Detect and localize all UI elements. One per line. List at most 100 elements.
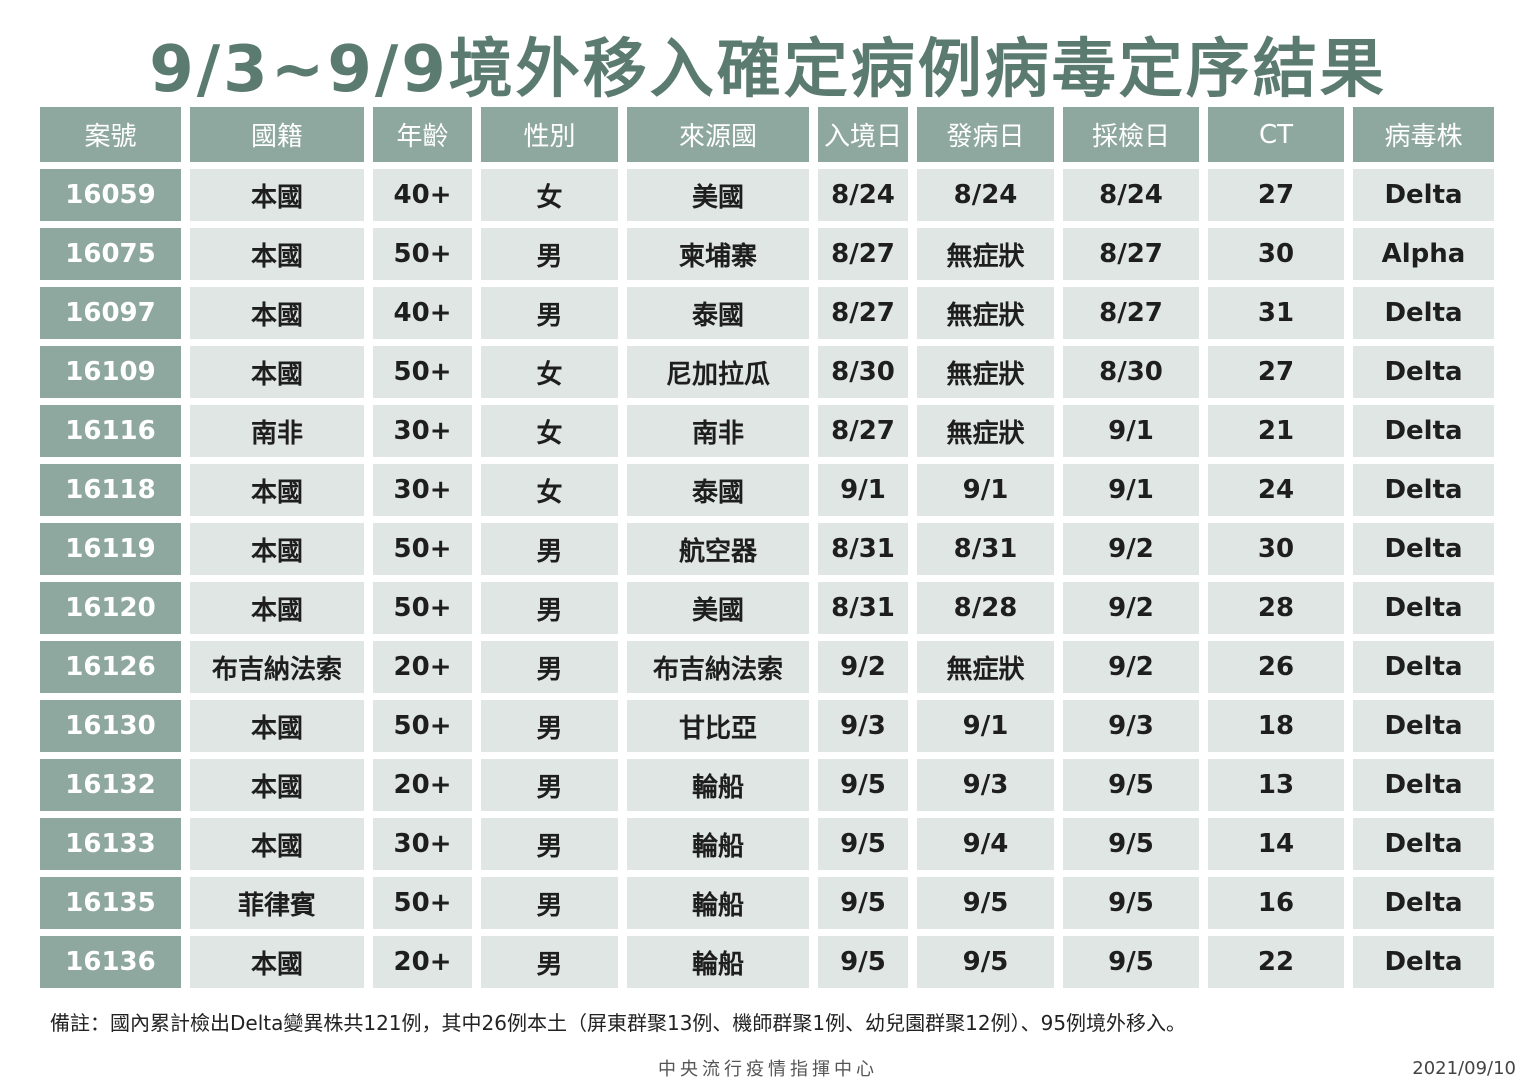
- cell: 27: [1208, 169, 1344, 221]
- cell: 9/1: [917, 464, 1054, 516]
- cell: 9/1: [917, 700, 1054, 752]
- cell: 輪船: [627, 759, 809, 811]
- cell: 9/5: [917, 936, 1054, 988]
- cell: 40+: [373, 287, 472, 339]
- cell: Delta: [1353, 582, 1494, 634]
- cell: 美國: [627, 582, 809, 634]
- case-id: 16116: [40, 405, 181, 457]
- table: 案號 國籍 年齡 性別 來源國 入境日 發病日 採檢日 CT 病毒株 16059 本國 40+ 女美國 8/…: [40, 107, 1494, 988]
- cell: 30: [1208, 228, 1344, 280]
- cell: 布吉納法索: [190, 641, 364, 693]
- cell: 女: [481, 169, 618, 221]
- cell: 9/5: [818, 818, 908, 870]
- cell: 9/2: [1063, 641, 1199, 693]
- cell: 9/5: [917, 877, 1054, 929]
- cell: 男: [481, 582, 618, 634]
- column-header: 入境日: [818, 107, 908, 162]
- cell: 南非: [627, 405, 809, 457]
- column-header: CT: [1208, 107, 1344, 162]
- case-id: 16132: [40, 759, 181, 811]
- cell: 26: [1208, 641, 1344, 693]
- cell: 本國: [190, 169, 364, 221]
- cell: 本國: [190, 287, 364, 339]
- cell: 8/24: [917, 169, 1054, 221]
- cell: 無症狀: [917, 228, 1054, 280]
- cell: Delta: [1353, 169, 1494, 221]
- cell: 9/4: [917, 818, 1054, 870]
- cell: 男: [481, 877, 618, 929]
- cell: 本國: [190, 700, 364, 752]
- column-header: 國籍: [190, 107, 364, 162]
- case-id: 16119: [40, 523, 181, 575]
- cell: 無症狀: [917, 346, 1054, 398]
- cell: 22: [1208, 936, 1344, 988]
- cell: 9/3: [818, 700, 908, 752]
- cell: 20+: [373, 759, 472, 811]
- cell: 柬埔寨: [627, 228, 809, 280]
- cell: 男: [481, 641, 618, 693]
- cell: 8/24: [818, 169, 908, 221]
- column-header: 案號: [40, 107, 181, 162]
- cell: 男: [481, 936, 618, 988]
- cell: 30+: [373, 818, 472, 870]
- case-id: 16118: [40, 464, 181, 516]
- cell: 本國: [190, 582, 364, 634]
- cell: 30: [1208, 523, 1344, 575]
- cell: 8/31: [917, 523, 1054, 575]
- cell: 南非: [190, 405, 364, 457]
- cell: 20+: [373, 936, 472, 988]
- cell: 男: [481, 287, 618, 339]
- cell: Delta: [1353, 346, 1494, 398]
- cell: 泰國: [627, 287, 809, 339]
- cell: 輪船: [627, 818, 809, 870]
- cell: 無症狀: [917, 405, 1054, 457]
- cell: 本國: [190, 818, 364, 870]
- column-header: 發病日: [917, 107, 1054, 162]
- cell: 9/5: [818, 759, 908, 811]
- case-id: 16109: [40, 346, 181, 398]
- organization: 中央流行疫情指揮中心: [658, 1059, 878, 1080]
- cell: 30+: [373, 405, 472, 457]
- cell: Delta: [1353, 936, 1494, 988]
- cell: 無症狀: [917, 287, 1054, 339]
- cell: 9/1: [1063, 464, 1199, 516]
- cell: 40+: [373, 169, 472, 221]
- cell: 女: [481, 405, 618, 457]
- cell: 男: [481, 700, 618, 752]
- cell: 24: [1208, 464, 1344, 516]
- cell: 8/27: [818, 287, 908, 339]
- cell: Delta: [1353, 641, 1494, 693]
- cell: 9/5: [1063, 818, 1199, 870]
- cell: Alpha: [1353, 228, 1494, 280]
- cell: 尼加拉瓜: [627, 346, 809, 398]
- cell: 8/28: [917, 582, 1054, 634]
- cell: 9/5: [818, 936, 908, 988]
- cell: 50+: [373, 877, 472, 929]
- column-header: 性別: [481, 107, 618, 162]
- column-header: 採檢日: [1063, 107, 1199, 162]
- cell: 50+: [373, 582, 472, 634]
- cell: 8/30: [818, 346, 908, 398]
- cell: Delta: [1353, 818, 1494, 870]
- cell: 女: [481, 346, 618, 398]
- cell: 8/30: [1063, 346, 1199, 398]
- cell: 8/27: [1063, 287, 1199, 339]
- cell: 9/2: [818, 641, 908, 693]
- cell: 8/31: [818, 523, 908, 575]
- cell: 8/24: [1063, 169, 1199, 221]
- cell: 泰國: [627, 464, 809, 516]
- cell: 航空器: [627, 523, 809, 575]
- cell: 50+: [373, 700, 472, 752]
- cell: 男: [481, 759, 618, 811]
- cell: 30+: [373, 464, 472, 516]
- case-id: 16135: [40, 877, 181, 929]
- cell: 女: [481, 464, 618, 516]
- cell: 31: [1208, 287, 1344, 339]
- cell: 13: [1208, 759, 1344, 811]
- cell: Delta: [1353, 287, 1494, 339]
- cell: 50+: [373, 228, 472, 280]
- column-header: 病毒株: [1353, 107, 1494, 162]
- date: 2021/09/10: [1412, 1058, 1516, 1079]
- cell: 8/31: [818, 582, 908, 634]
- cell: 9/1: [1063, 405, 1199, 457]
